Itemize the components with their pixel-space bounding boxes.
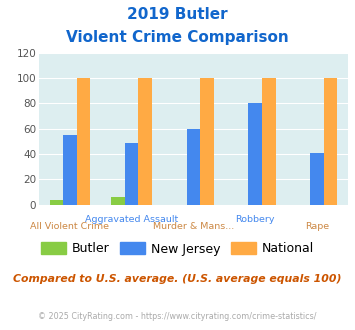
Text: Violent Crime Comparison: Violent Crime Comparison bbox=[66, 30, 289, 45]
Bar bbox=[111, 197, 125, 205]
Text: Robbery: Robbery bbox=[235, 215, 275, 224]
Text: All Violent Crime: All Violent Crime bbox=[31, 222, 109, 231]
Text: Rape: Rape bbox=[305, 222, 329, 231]
Bar bbox=[310, 153, 324, 205]
Bar bbox=[187, 129, 200, 205]
Bar bbox=[77, 78, 90, 205]
Bar bbox=[138, 78, 152, 205]
Bar bbox=[50, 200, 63, 205]
Text: © 2025 CityRating.com - https://www.cityrating.com/crime-statistics/: © 2025 CityRating.com - https://www.city… bbox=[38, 312, 317, 321]
Bar bbox=[262, 78, 275, 205]
Text: Compared to U.S. average. (U.S. average equals 100): Compared to U.S. average. (U.S. average … bbox=[13, 274, 342, 284]
Bar bbox=[63, 135, 77, 205]
Text: 2019 Butler: 2019 Butler bbox=[127, 7, 228, 21]
Legend: Butler, New Jersey, National: Butler, New Jersey, National bbox=[36, 237, 319, 260]
Bar bbox=[324, 78, 337, 205]
Text: Aggravated Assault: Aggravated Assault bbox=[85, 215, 178, 224]
Text: Murder & Mans...: Murder & Mans... bbox=[153, 222, 234, 231]
Bar bbox=[125, 143, 138, 205]
Bar bbox=[248, 103, 262, 205]
Bar bbox=[200, 78, 214, 205]
